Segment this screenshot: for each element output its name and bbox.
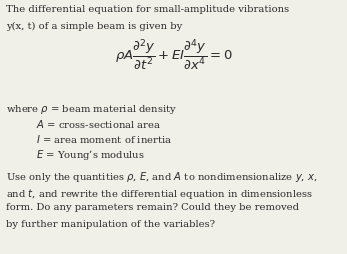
Text: $A$ = cross-sectional area: $A$ = cross-sectional area <box>36 118 162 130</box>
Text: form. Do any parameters remain? Could they be removed: form. Do any parameters remain? Could th… <box>6 203 299 212</box>
Text: $I$ = area moment of inertia: $I$ = area moment of inertia <box>36 133 172 145</box>
Text: $E$ = Young’s modulus: $E$ = Young’s modulus <box>36 148 145 162</box>
Text: by further manipulation of the variables?: by further manipulation of the variables… <box>6 220 215 229</box>
Text: where $\rho$ = beam material density: where $\rho$ = beam material density <box>6 103 178 116</box>
Text: and $t$, and rewrite the differential equation in dimensionless: and $t$, and rewrite the differential eq… <box>6 187 313 201</box>
Text: y(x, t) of a simple beam is given by: y(x, t) of a simple beam is given by <box>6 22 183 31</box>
Text: $\rho A \dfrac{\partial^2 y}{\partial t^2} + EI\dfrac{\partial^4 y}{\partial x^4: $\rho A \dfrac{\partial^2 y}{\partial t^… <box>115 37 232 72</box>
Text: Use only the quantities $\rho$, $E$, and $A$ to nondimensionalize $y$, $x$,: Use only the quantities $\rho$, $E$, and… <box>6 170 318 184</box>
Text: The differential equation for small-amplitude vibrations: The differential equation for small-ampl… <box>6 5 289 14</box>
